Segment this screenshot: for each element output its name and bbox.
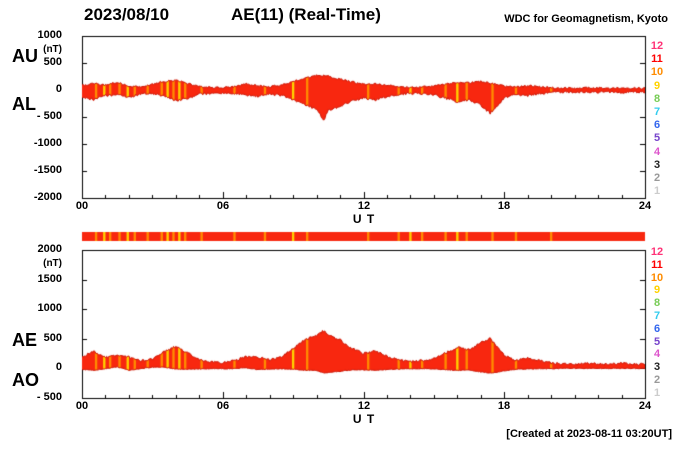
x-tick-label: 12	[357, 200, 371, 212]
legend-station-count: 6	[653, 119, 661, 131]
plot-title: AE(11) (Real-Time)	[231, 5, 381, 24]
legend-station-count: 12	[650, 246, 664, 258]
legend-station-count: 4	[653, 348, 661, 360]
y-tick-label: 500	[43, 332, 62, 344]
legend-station-count: 10	[650, 272, 664, 284]
y-tick-label: -1500	[33, 164, 62, 176]
y-tick-label: 2000	[37, 243, 62, 255]
legend-station-count: 11	[651, 53, 663, 65]
y-tick-label: 1000	[37, 302, 62, 314]
legend-station-count: 9	[653, 80, 661, 92]
y-tick-label: -1000	[33, 137, 62, 149]
legend-station-count: 5	[653, 336, 661, 348]
y-tick-label: 0	[55, 361, 62, 373]
y-tick-label: -2000	[33, 191, 62, 203]
y-tick-label: 1000	[37, 29, 62, 41]
x-tick-label: 00	[75, 200, 89, 212]
legend-station-count: 7	[653, 106, 661, 118]
x-tick-label: 00	[75, 400, 89, 412]
legend-station-count: 8	[653, 297, 661, 309]
legend-station-count: 8	[653, 93, 661, 105]
legend-station-count: 3	[653, 159, 661, 171]
y-axis-unit: (nT)	[43, 44, 62, 55]
y-axis-unit: (nT)	[43, 258, 62, 269]
x-axis-label: U T	[352, 212, 376, 226]
legend-station-count: 12	[650, 40, 664, 52]
source-credit: WDC for Geomagnetism, Kyoto	[504, 13, 668, 25]
y-tick-label: 0	[55, 83, 62, 95]
legend-station-count: 5	[653, 132, 661, 144]
y-tick-label: 500	[43, 56, 62, 68]
legend-station-count: 1	[653, 387, 661, 399]
label-ae: AE	[12, 330, 38, 350]
legend-station-count: 1	[653, 185, 661, 197]
legend-station-count: 4	[653, 146, 661, 158]
x-tick-label: 18	[497, 200, 511, 212]
legend-station-count: 10	[650, 66, 664, 78]
created-timestamp: [Created at 2023-08-11 03:20UT]	[506, 428, 672, 440]
y-tick-label: - 500	[36, 391, 62, 403]
legend-station-count: 9	[653, 284, 661, 296]
label-au: AU	[12, 46, 38, 66]
y-tick-label: - 500	[36, 110, 62, 122]
x-tick-label: 12	[357, 400, 371, 412]
legend-station-count: 7	[653, 310, 661, 322]
label-al: AL	[12, 94, 36, 114]
legend-station-count: 6	[653, 323, 661, 335]
label-ao: AO	[12, 370, 39, 390]
legend-station-count: 2	[653, 172, 661, 184]
x-axis-label: U T	[352, 412, 376, 426]
x-tick-label: 06	[216, 200, 230, 212]
x-tick-label: 18	[497, 400, 511, 412]
y-tick-label: 1500	[37, 273, 62, 285]
legend-station-count: 3	[653, 361, 661, 373]
legend-station-count: 11	[651, 259, 663, 271]
x-tick-label: 06	[216, 400, 230, 412]
plot-date: 2023/08/10	[84, 5, 170, 24]
legend-station-count: 2	[653, 374, 661, 386]
x-tick-label: 24	[638, 400, 652, 412]
x-tick-label: 24	[638, 200, 652, 212]
